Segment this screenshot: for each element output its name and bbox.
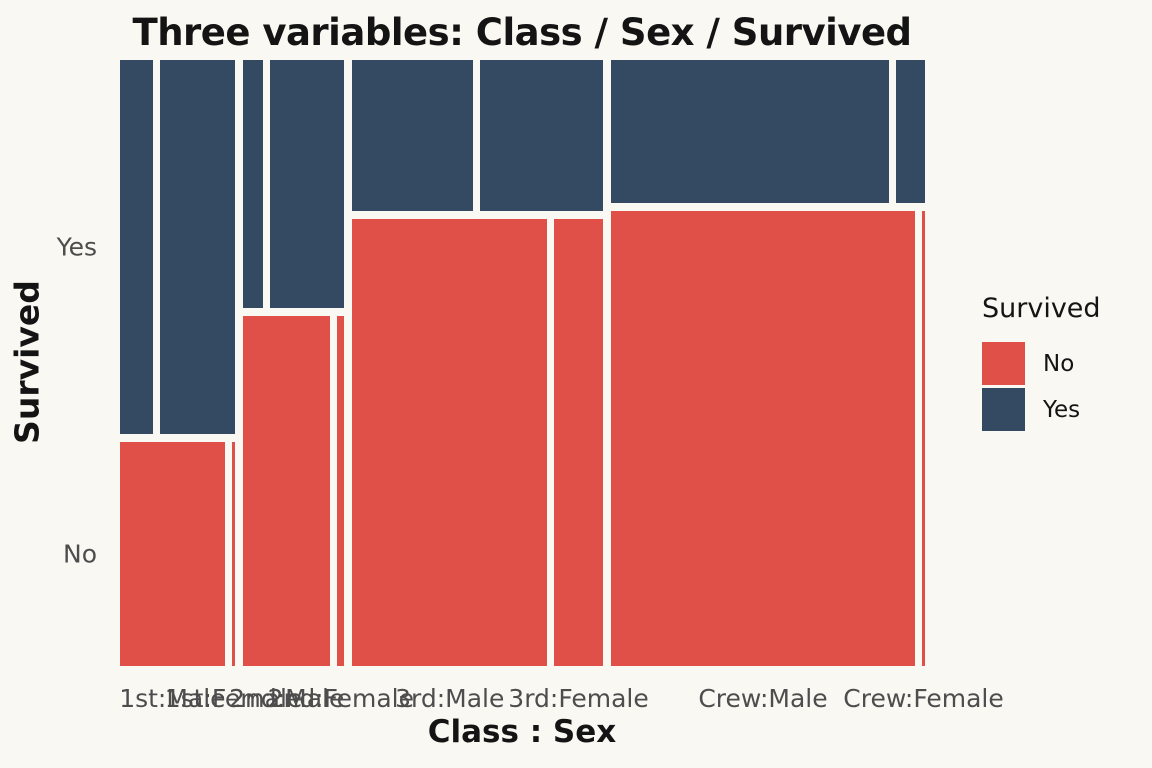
legend-label-no: No	[1043, 351, 1075, 377]
y-tick-label-Yes: Yes	[56, 232, 97, 262]
legend-label-yes: Yes	[1043, 397, 1081, 423]
x-tick-label-Crew-Male: Crew:Male	[698, 684, 828, 713]
tile-2nd-Male-yes	[243, 60, 264, 308]
tile-1st-Female-no	[231, 441, 236, 666]
x-axis-title: Class : Sex	[427, 714, 617, 750]
tile-1st-Male-yes	[120, 60, 154, 434]
x-tick-label-1st-Female: 1st:Female	[164, 684, 303, 713]
tile-3rd-Male-no	[352, 218, 548, 666]
x-tick-label-2nd-Female: 2nd:Female	[267, 684, 414, 713]
tile-2nd-Female-no	[337, 315, 345, 666]
tile-2nd-Male-no	[243, 315, 331, 666]
tile-1st-Male-no	[120, 441, 225, 666]
legend-swatch-no	[982, 342, 1025, 385]
x-tick-label-2nd-Male: 2nd:Male	[229, 684, 345, 713]
legend-swatch-yes	[982, 388, 1025, 431]
chart-title: Three variables: Class / Sex / Survived	[132, 11, 912, 54]
tile-Crew-Female-yes	[896, 60, 925, 204]
tile-Crew-Female-no	[922, 211, 925, 666]
tile-Crew-Male-no	[610, 211, 915, 666]
tile-3rd-Female-no	[554, 218, 603, 666]
x-tick-label-3rd-Female: 3rd:Female	[508, 684, 649, 713]
x-tick-label-1st-Male: 1st:Male	[119, 684, 226, 713]
legend-title: Survived	[982, 293, 1101, 324]
tile-3rd-Female-yes	[479, 60, 603, 211]
x-tick-label-3rd-Male: 3rd:Male	[395, 684, 505, 713]
tile-Crew-Male-yes	[610, 60, 890, 204]
tile-2nd-Female-yes	[270, 60, 345, 308]
tile-1st-Female-yes	[160, 60, 236, 434]
x-tick-label-Crew-Female: Crew:Female	[843, 684, 1004, 713]
tile-3rd-Male-yes	[352, 60, 473, 211]
y-tick-label-No: No	[63, 539, 97, 569]
